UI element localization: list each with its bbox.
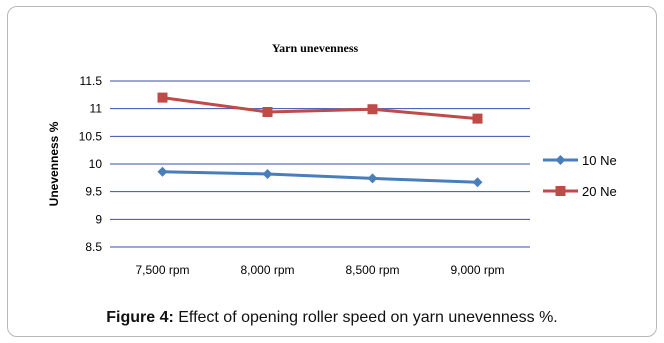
line-chart: Yarn unevenness Unevenness % 8.5 9 9.5 10 10…: [47, 41, 617, 277]
y-tick-label: 10: [89, 157, 103, 171]
x-tick-label: 9,000 rpm: [450, 263, 504, 277]
chart-title: Yarn unevenness: [272, 41, 359, 55]
series-line-20-ne: [162, 96, 478, 121]
caption-text: Effect of opening roller speed on yarn u…: [173, 309, 558, 326]
y-axis-label: Unevenness %: [47, 121, 61, 206]
data-point-20-ne: [157, 92, 168, 103]
legend-label-20-ne: 20 Ne: [582, 184, 617, 199]
data-point-10-ne: [472, 177, 483, 188]
figure-caption: Figure 4: Effect of opening roller speed…: [0, 309, 664, 327]
x-tick-label: 8,500 rpm: [345, 263, 399, 277]
x-tick-label: 8,000 rpm: [240, 263, 294, 277]
y-tick-label: 9: [95, 212, 102, 226]
y-tick-label: 10.5: [79, 129, 103, 143]
y-tick-label: 8.5: [85, 240, 102, 254]
data-point-10-ne: [367, 173, 378, 184]
x-tick-label: 7,500 rpm: [135, 263, 189, 277]
y-tick-label: 9.5: [85, 185, 102, 199]
caption-label: Figure 4:: [106, 309, 174, 326]
data-point-20-ne: [472, 113, 483, 124]
legend-marker-20-ne: [555, 186, 566, 196]
figure-frame: [7, 6, 657, 337]
legend-marker-10-ne: [555, 155, 566, 165]
data-point-10-ne: [157, 166, 168, 177]
y-tick-label: 11: [90, 102, 103, 116]
data-point-10-ne: [262, 168, 273, 179]
data-point-20-ne: [367, 104, 378, 115]
data-point-20-ne: [262, 106, 273, 117]
legend-label-10-ne: 10 Ne: [582, 153, 617, 168]
series-line-10-ne: [162, 170, 478, 184]
y-tick-label: 11.5: [80, 74, 103, 88]
